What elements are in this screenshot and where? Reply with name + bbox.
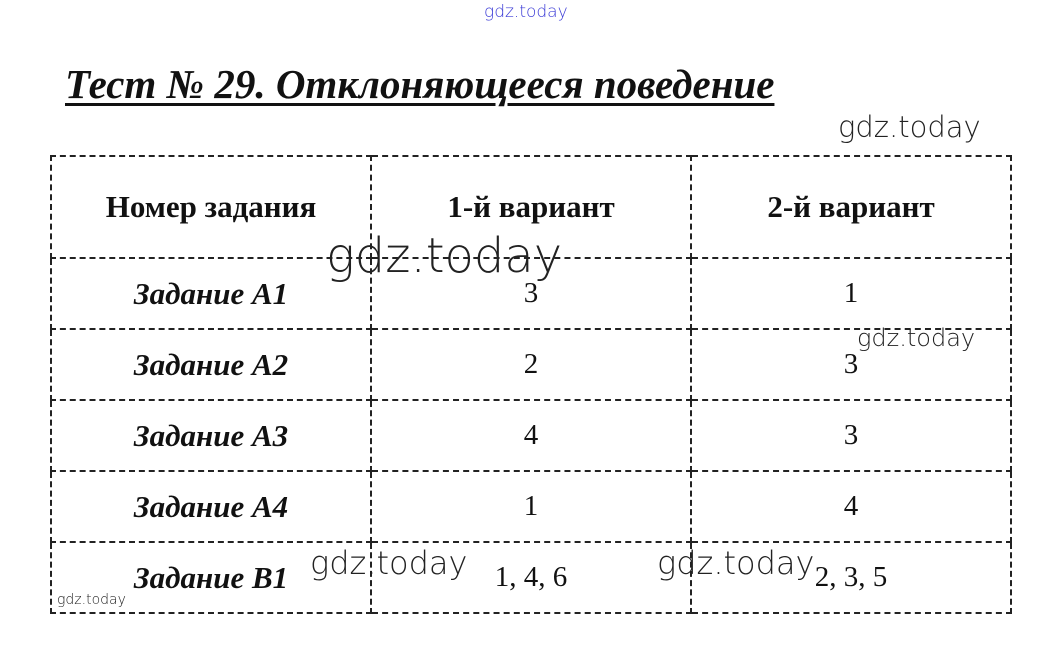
header-variant-1: 1-й вариант — [370, 155, 692, 259]
page-title: Тест № 29. Отклоняющееся поведение — [65, 61, 775, 107]
task-cell: Задание А3 — [50, 399, 372, 472]
header-task-number: Номер задания — [50, 155, 372, 259]
answer-cell: 3 — [370, 257, 692, 330]
table-row: Задание В1 1, 4, 6 2, 3, 5 — [50, 541, 1012, 614]
answer-cell: 2, 3, 5 — [690, 541, 1012, 614]
answer-cell: 2 — [370, 328, 692, 401]
watermark: gdz.today — [657, 544, 815, 582]
task-cell: Задание А2 — [50, 328, 372, 401]
watermark: gdz.today — [838, 110, 981, 144]
answer-cell: 4 — [690, 470, 1012, 543]
table-row: Задание А4 1 4 — [50, 470, 1012, 543]
table-header-row: Номер задания 1-й вариант 2-й вариант — [50, 155, 1012, 259]
answer-cell: 4 — [370, 399, 692, 472]
watermark: gdz.today — [326, 228, 563, 284]
answer-cell: 3 — [690, 399, 1012, 472]
task-cell: Задание А1 — [50, 257, 372, 330]
watermark: gdz.today — [310, 544, 468, 582]
watermark: gdz.today — [857, 324, 976, 352]
task-cell: Задание В1 — [50, 541, 372, 614]
table-row: Задание А2 2 3 — [50, 328, 1012, 401]
watermark: gdz.today — [484, 2, 568, 22]
answer-cell: 1 — [370, 470, 692, 543]
table-row: Задание А3 4 3 — [50, 399, 1012, 472]
answer-cell: 1, 4, 6 — [370, 541, 692, 614]
watermark: gdz.today — [57, 592, 126, 608]
answer-cell: 3 — [690, 328, 1012, 401]
table-row: Задание А1 3 1 — [50, 257, 1012, 330]
answer-cell: 1 — [690, 257, 1012, 330]
answers-table: Номер задания 1-й вариант 2-й вариант За… — [50, 155, 1012, 614]
task-cell: Задание А4 — [50, 470, 372, 543]
header-variant-2: 2-й вариант — [690, 155, 1012, 259]
